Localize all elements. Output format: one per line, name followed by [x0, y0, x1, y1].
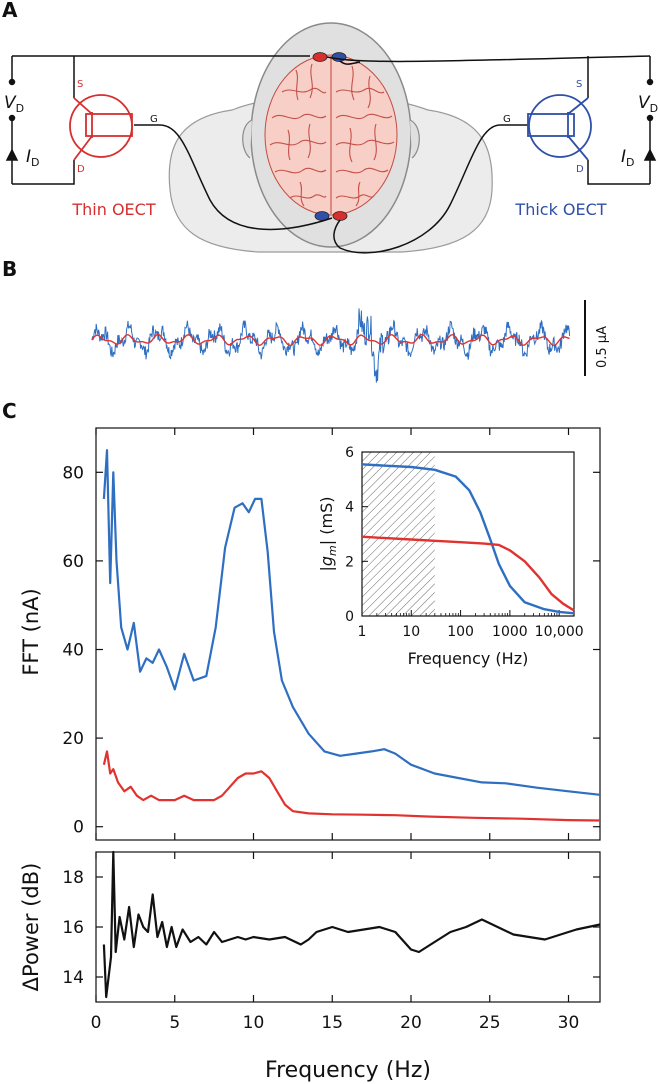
inset-series-line-thick-oect [361, 463, 575, 615]
inset-series-line-thin-oect [361, 535, 575, 612]
brain-gyri [269, 56, 395, 214]
thin-d-label: D [77, 164, 85, 175]
vd-left-label: VD [4, 93, 24, 115]
power-tick-labels: 0 5 10 15 20 25 30 14 16 18 [62, 868, 579, 1033]
series-line--power [102, 850, 601, 999]
inset-x-axis-label: Frequency (Hz) [408, 649, 529, 668]
power-x-axis-label: Frequency (Hz) [265, 1058, 431, 1083]
thin-oect-symbol [69, 94, 133, 161]
electrode-bottom-thin [332, 211, 348, 221]
inset-series [361, 463, 575, 615]
scale-bar-label: 0.5 μA [595, 326, 610, 368]
inset-axis-ticks [361, 451, 560, 617]
y-tick-label: 18 [62, 868, 84, 888]
thick-s-label: S [576, 79, 582, 90]
inset-x-tick-label: 1 [358, 624, 367, 640]
power-axis-ticks [95, 852, 600, 1002]
panel-c-label: C [2, 399, 17, 423]
y-tick-label: 20 [62, 729, 84, 749]
fft-series [102, 449, 601, 822]
fft-tick-labels: 0 20 40 60 80 [62, 463, 84, 837]
y-tick-label: 40 [62, 641, 84, 661]
x-tick-label: 15 [321, 1013, 343, 1033]
trace-thick-oect [91, 308, 571, 383]
inset-x-tick-label: 100 [447, 624, 474, 640]
fft-y-axis-label: FFT (nA) [19, 588, 43, 675]
x-tick-label: 5 [169, 1013, 180, 1033]
thick-d-label: D [576, 164, 584, 175]
inset-tick-labels: 1 10 100 1000 10,000 0 2 4 6 [345, 445, 584, 640]
trace-thin-oect [91, 333, 570, 347]
inset-x-tick-label: 10 [402, 624, 420, 640]
id-left-label: ID [26, 147, 40, 169]
panel-a-label: A [2, 0, 18, 22]
electrode-top-thin [312, 52, 328, 62]
right-ear [409, 119, 420, 159]
vd-right-label: VD [638, 93, 658, 115]
thin-oect-label: Thin OECT [71, 200, 155, 219]
fft-axis-ticks [95, 428, 600, 840]
x-tick-label: 30 [558, 1013, 580, 1033]
x-tick-label: 25 [479, 1013, 501, 1033]
inset-x-tick-label: 1000 [492, 624, 528, 640]
id-right-label: ID [621, 147, 635, 169]
inset-frame [361, 451, 575, 617]
y-tick-label: 16 [62, 918, 84, 938]
inset-y-tick-label: 2 [345, 554, 354, 570]
y-tick-label: 0 [73, 818, 84, 838]
thick-g-label: G [503, 114, 511, 125]
panel-b-label: B [2, 257, 17, 281]
series-line-thick-oect [102, 449, 601, 796]
power-series [102, 850, 601, 999]
inset-y-axis-label: |gm| (mS) [317, 497, 339, 572]
right-source [643, 78, 657, 161]
left-source [5, 78, 19, 161]
thin-s-label: S [77, 79, 83, 90]
thick-oect-label: Thick OECT [514, 200, 606, 219]
y-tick-label: 80 [62, 463, 84, 483]
left-ear [242, 119, 253, 159]
fft-plot-frame [95, 427, 601, 841]
y-tick-label: 14 [62, 968, 84, 988]
thick-oect-symbol [527, 94, 592, 161]
inset-y-tick-label: 6 [345, 445, 354, 461]
series-line-thin-oect [102, 750, 601, 822]
inset-x-tick-label: 10,000 [535, 624, 584, 640]
inset-y-tick-label: 0 [345, 609, 354, 625]
y-tick-label: 60 [62, 552, 84, 572]
power-y-axis-label: ΔPower (dB) [19, 863, 43, 992]
x-tick-label: 20 [400, 1013, 422, 1033]
thin-g-label: G [150, 114, 158, 125]
inset-y-tick-label: 4 [345, 500, 354, 516]
circuit-wires [11, 55, 651, 254]
x-tick-label: 10 [243, 1013, 265, 1033]
inset-shaded-region [362, 452, 435, 616]
x-tick-label: 0 [91, 1013, 102, 1033]
